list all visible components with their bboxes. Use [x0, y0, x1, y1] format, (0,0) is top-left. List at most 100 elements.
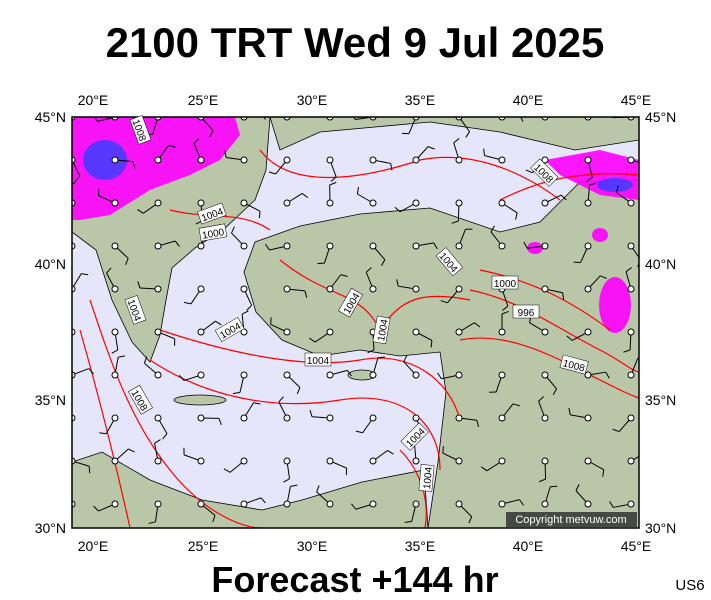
barb-feather: [523, 241, 528, 249]
barb-feather: [451, 220, 459, 224]
barb-station: [412, 500, 420, 508]
barb-feather: [154, 439, 161, 444]
barb-station: [627, 500, 635, 508]
barb-station: [584, 500, 592, 508]
barb-station: [584, 285, 592, 293]
map-title: 2100 TRT Wed 9 Jul 2025: [106, 19, 605, 66]
barb-feather: [501, 310, 509, 315]
lon-label-bottom: 25°E: [188, 538, 219, 554]
barb-feather: [480, 466, 488, 472]
barb-station: [369, 457, 377, 465]
lon-label-top: 45°E: [621, 92, 652, 108]
barb-feather: [394, 206, 401, 213]
isobar-label-box: [512, 304, 540, 319]
lat-label-left: 35°N: [35, 392, 66, 408]
barb-station: [154, 414, 162, 422]
barb-staff: [545, 117, 546, 118]
barb-feather: [353, 117, 356, 120]
isobar-label-box: [559, 354, 589, 375]
barb-feather: [88, 368, 94, 375]
barb-station: [627, 328, 635, 336]
lon-label-bottom: 45°E: [621, 538, 652, 554]
barb-feather: [329, 181, 337, 186]
barb-feather: [72, 181, 77, 185]
barb-station: [154, 199, 162, 207]
barb-station: [111, 156, 119, 164]
barb-feather: [474, 322, 481, 328]
barb-feather: [260, 497, 266, 504]
barb-feather: [258, 211, 261, 219]
lat-label-left: 30°N: [35, 520, 66, 536]
barb-station: [412, 328, 420, 336]
barb-feather: [265, 243, 270, 251]
barb-feather: [246, 304, 252, 311]
barb-station: [455, 500, 463, 508]
barb-feather: [118, 355, 126, 358]
barb-feather: [519, 499, 524, 506]
barb-station: [455, 242, 463, 250]
isobar-label-text: 1000: [201, 227, 225, 242]
barb-station: [197, 199, 205, 207]
barb-feather: [562, 292, 565, 300]
isobar-label-box: [400, 422, 429, 451]
barb-feather: [148, 521, 156, 524]
isobar-label-box: [435, 247, 464, 277]
barb-feather: [283, 478, 290, 483]
barb-feather: [367, 349, 375, 354]
lat-label-right: 45°N: [645, 109, 676, 125]
barb-staff: [587, 117, 588, 118]
barb-feather: [381, 259, 386, 267]
barb-feather: [578, 96, 582, 102]
barb-station: [197, 500, 205, 508]
barb-station: [412, 414, 420, 422]
barb-feather: [168, 144, 176, 148]
barb-feather: [465, 131, 471, 138]
barb-feather: [209, 130, 214, 137]
barb-station: [326, 414, 334, 422]
lon-label-bottom: 40°E: [513, 538, 544, 554]
lon-label-top: 40°E: [513, 92, 544, 108]
isobar-label-box: [418, 464, 435, 492]
barb-station: [412, 199, 420, 207]
isobar-label: 1004: [304, 352, 332, 367]
barb-station: [154, 371, 162, 379]
barb-station: [369, 199, 377, 207]
barb-feather: [520, 117, 524, 122]
isobar-label-text: 1000: [494, 279, 517, 290]
barb-station: [283, 285, 291, 293]
barb-station: [197, 457, 205, 465]
barb-feather: [330, 176, 337, 182]
barb-station: [283, 328, 291, 336]
barb-feather: [647, 452, 652, 456]
barb-feather: [600, 275, 607, 279]
barb-station: [240, 285, 248, 293]
isobar-label-text: 1004: [376, 318, 391, 342]
barb-station: [326, 156, 334, 164]
barb-station: [498, 242, 506, 250]
barb-station: [498, 371, 506, 379]
barb-feather: [111, 349, 119, 354]
barb-feather: [231, 226, 235, 234]
barb-station: [326, 328, 334, 336]
barb-feather: [648, 165, 649, 172]
barb-station: [498, 199, 506, 207]
barb-feather: [512, 403, 520, 407]
barb-feather: [433, 242, 438, 250]
isobar-label-text: 996: [518, 308, 535, 319]
barb-feather: [377, 356, 385, 359]
barb-feather: [615, 185, 619, 193]
barb-feather: [589, 182, 597, 186]
barb-feather: [637, 263, 639, 267]
wind-barbs: [72, 96, 652, 524]
barb-station: [541, 156, 549, 164]
barb-station: [197, 156, 205, 164]
barb-feather: [552, 388, 558, 396]
barb-station: [283, 500, 291, 508]
barb-station: [627, 199, 635, 207]
barb-station: [154, 242, 162, 250]
lon-label-top: 35°E: [405, 92, 436, 108]
land: [72, 117, 639, 528]
barb-station: [111, 500, 119, 508]
barb-station: [326, 199, 334, 207]
